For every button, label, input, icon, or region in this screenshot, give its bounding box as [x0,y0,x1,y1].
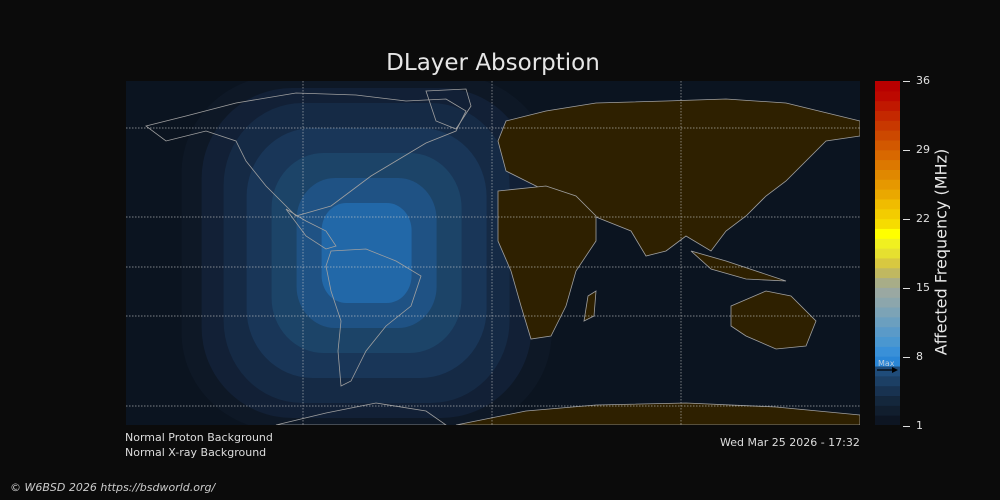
colorbar-segment [875,346,900,357]
colorbar-segment [875,297,900,308]
timestamp: Wed Mar 25 2026 - 17:32 [720,436,860,449]
colorbar-segment [875,130,900,141]
colorbar-segment [875,336,900,347]
colorbar-segment [875,208,900,220]
graticule [126,81,860,425]
indonesia [690,250,787,282]
absorption-contours [181,81,552,425]
colorbar-segment [875,179,900,190]
colorbar-tick: 1 [903,419,923,432]
colorbar [875,81,900,425]
colorbar-label: Affected Frequency (MHz) [931,148,951,356]
colorbar-tick: 22 [903,212,930,225]
australia [730,290,817,350]
north-america [145,92,467,217]
greenland [425,88,472,130]
colorbar-segment [875,248,900,259]
colorbar-tick: 36 [903,74,930,87]
colorbar-segment [875,228,900,239]
colorbar-segment [875,90,900,102]
colorbar-segment [875,385,900,397]
colorbar-segment [875,100,900,111]
colorbar-tick: 15 [903,281,930,294]
chart-title: DLayer Absorption [386,50,600,76]
proton-status: Normal Proton Background [125,431,273,444]
world-map [126,81,860,425]
colorbar-segment [875,169,900,180]
colorbar-segment [875,307,900,318]
continents [145,88,860,425]
colorbar-segment [875,356,900,367]
colorbar-segment [875,139,900,151]
colorbar-tick: 8 [903,350,923,363]
max-arrow-icon [877,367,898,373]
colorbar-segment [875,189,900,200]
colorbar-segment [875,395,900,406]
colorbar-segment [875,326,900,338]
colorbar-segment [875,316,900,328]
copyright: © W6BSD 2026 https://bsdworld.org/ [10,481,216,494]
colorbar-segment [875,375,900,387]
max-marker-label: Max [878,359,895,368]
colorbar-segment [875,198,900,210]
colorbar-segment [875,257,900,269]
colorbar-segment [875,81,900,92]
absorption-contour [321,203,412,303]
colorbar-segment [875,267,900,279]
colorbar-segment [875,110,900,121]
africa [497,185,597,340]
colorbar-segment [875,277,900,288]
colorbar-tick: 29 [903,143,930,156]
colorbar-segment [875,218,900,229]
xray-status: Normal X-ray Background [125,446,267,459]
colorbar-segment [875,405,900,416]
antarctica-east [455,402,860,425]
central-america [285,208,337,250]
colorbar-segment [875,120,900,131]
colorbar-segment [875,287,900,298]
colorbar-segment [875,366,900,377]
colorbar-segment [875,238,900,249]
colorbar-segment [875,415,900,425]
colorbar-segment [875,149,900,161]
south-america [325,248,422,387]
antarctica-west [275,402,447,425]
colorbar-segment [875,159,900,170]
